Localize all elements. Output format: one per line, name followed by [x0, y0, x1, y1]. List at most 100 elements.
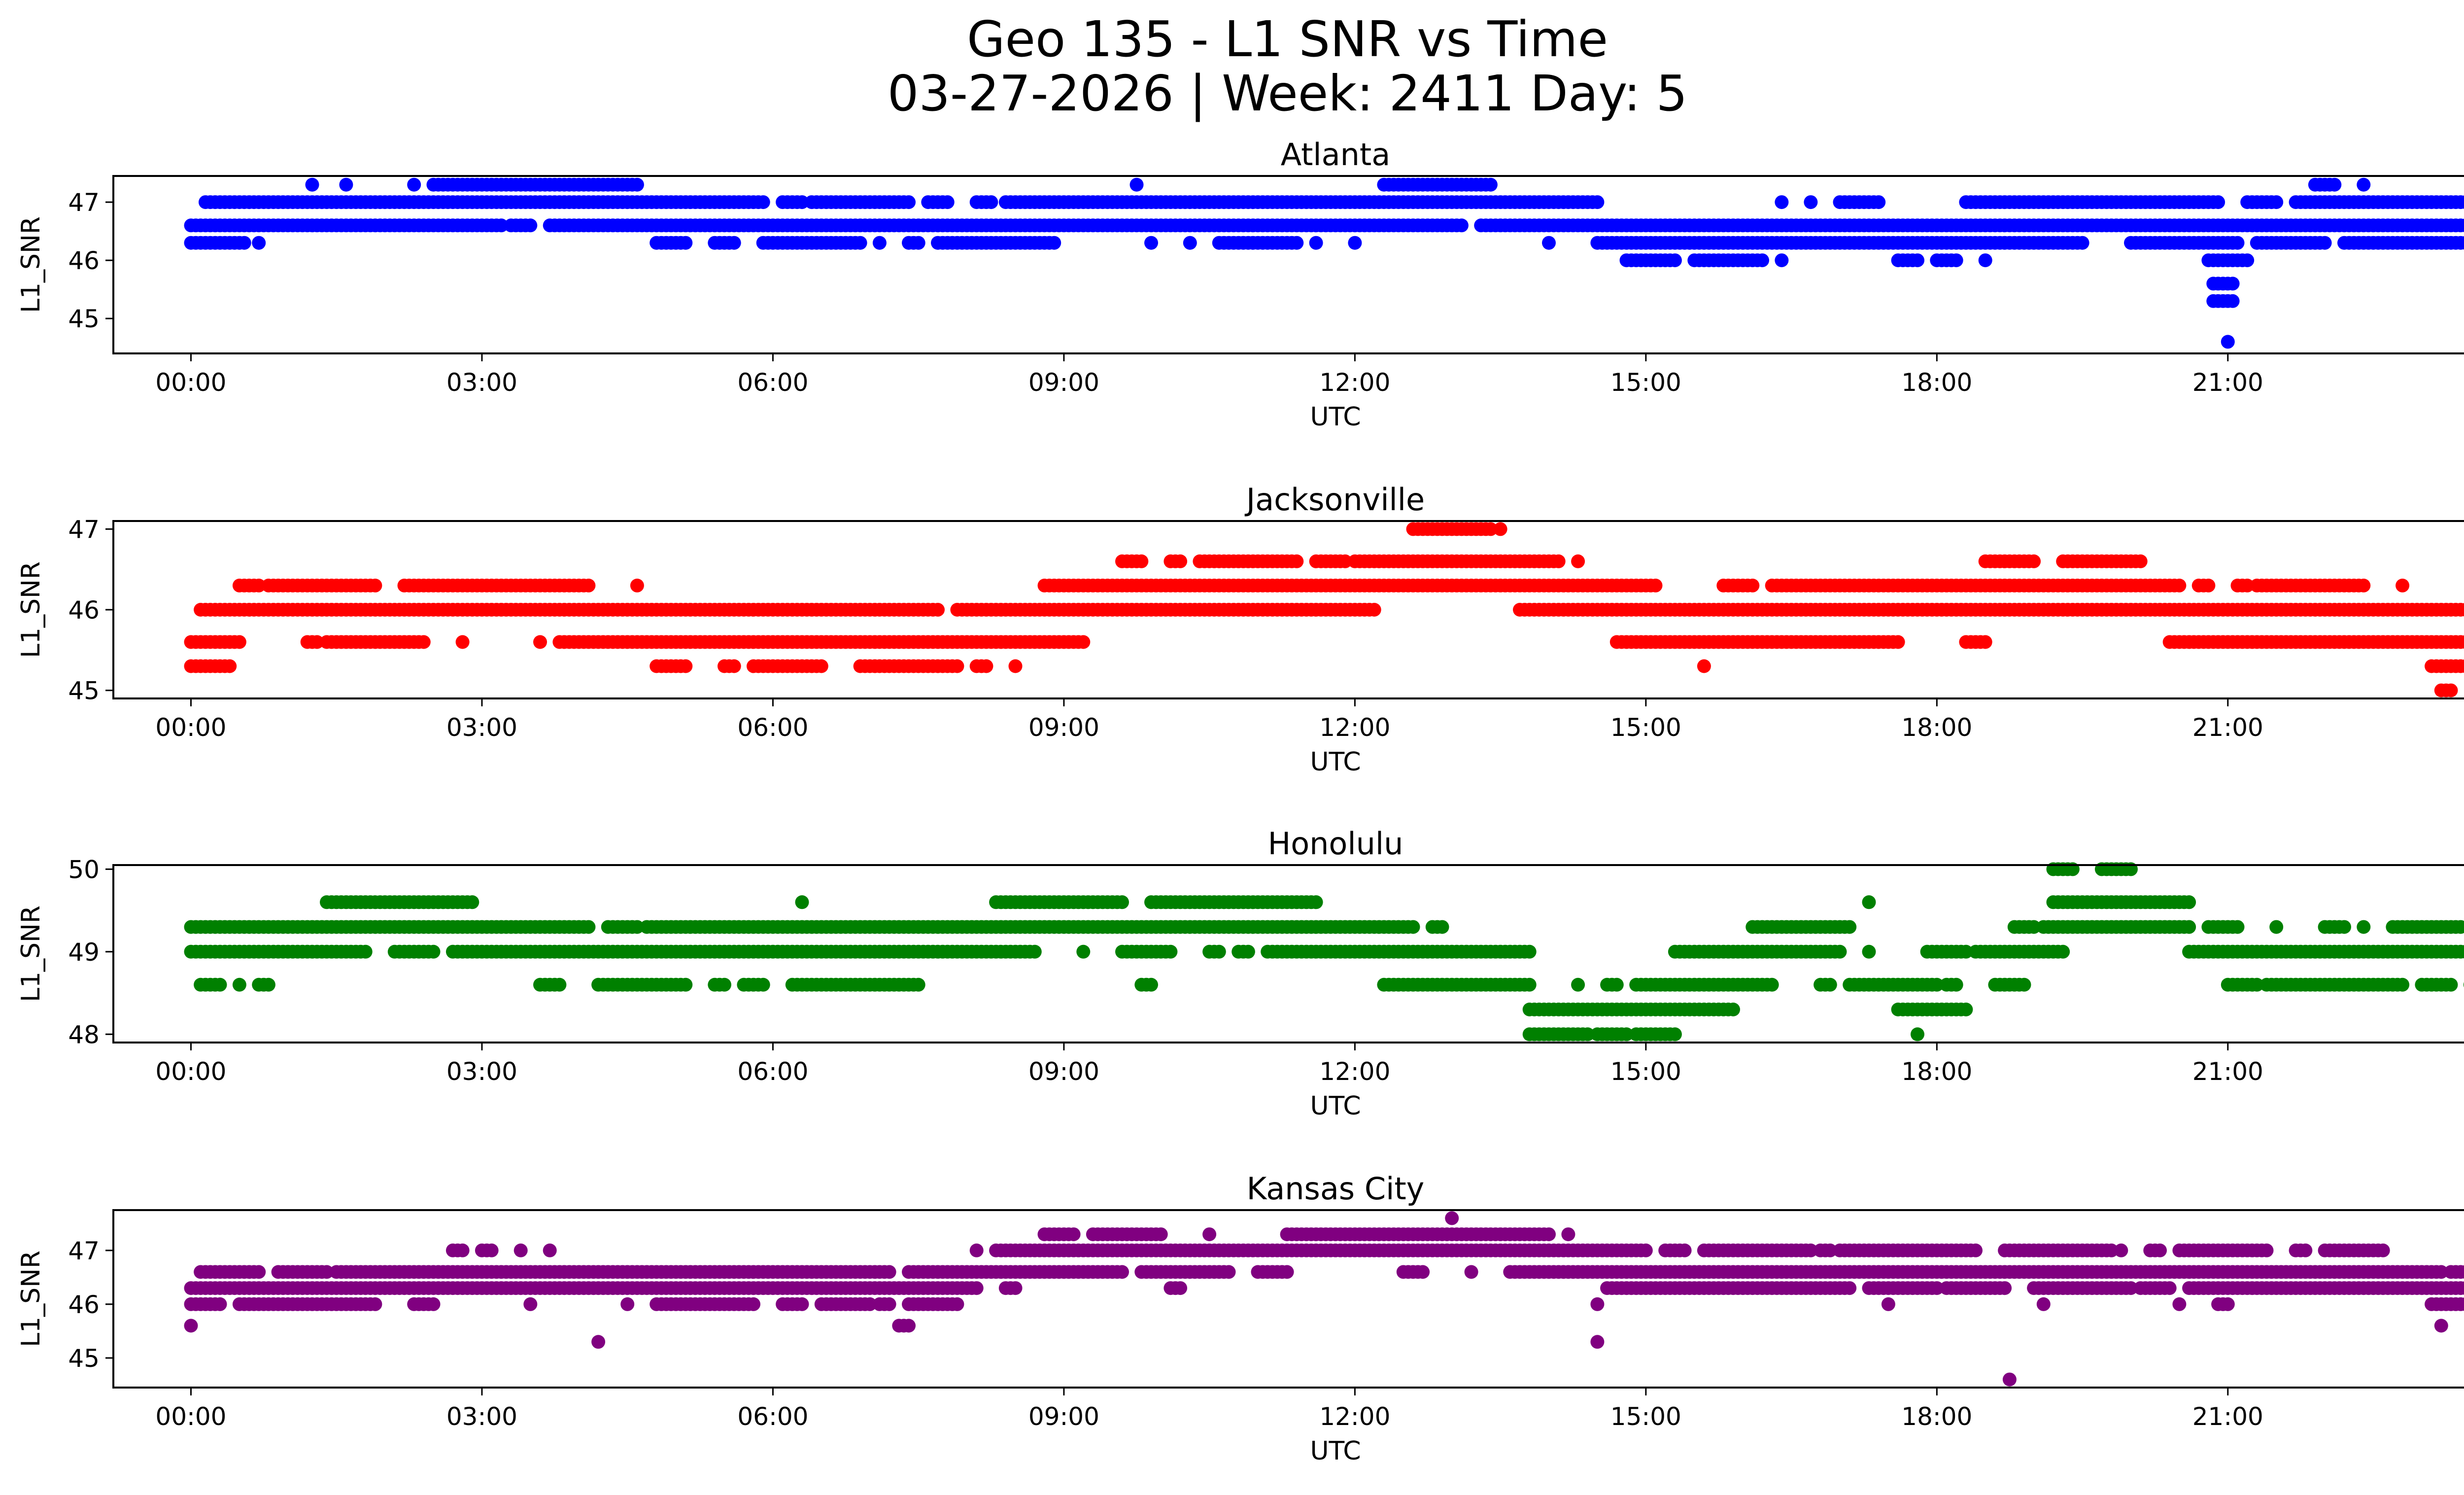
data-point — [1823, 1243, 1837, 1257]
data-point — [494, 218, 509, 233]
y-tick-label: 48 — [68, 1020, 100, 1049]
data-point — [2376, 1243, 2390, 1257]
data-point — [2396, 977, 2410, 992]
x-tick-label: 15:00 — [1610, 1057, 1681, 1086]
data-point — [1173, 554, 1188, 568]
data-point — [2182, 920, 2196, 934]
data-point — [237, 236, 251, 250]
data-point — [213, 977, 227, 992]
data-point — [252, 1265, 266, 1279]
data-point — [2444, 977, 2458, 992]
data-point — [2459, 1281, 2464, 1295]
data-point — [1445, 1211, 1459, 1225]
data-point — [1571, 977, 1585, 992]
data-point — [416, 635, 431, 649]
data-point — [1290, 236, 1304, 250]
data-point — [2318, 236, 2332, 250]
x-tick-label: 21:00 — [2192, 368, 2263, 397]
data-point — [1823, 977, 1837, 992]
data-point — [679, 659, 693, 673]
data-point — [1406, 920, 1420, 934]
data-point — [747, 1297, 760, 1311]
data-point — [2027, 554, 2041, 568]
data-point — [940, 195, 955, 209]
data-point — [1911, 253, 1924, 268]
data-point — [1522, 977, 1537, 992]
data-point — [2459, 218, 2464, 232]
data-point — [426, 1297, 441, 1311]
data-point — [320, 1265, 334, 1279]
x-tick-label: 09:00 — [1028, 1057, 1099, 1086]
data-point — [1619, 1027, 1634, 1042]
data-points — [184, 177, 2464, 349]
data-point — [1144, 236, 1158, 250]
data-point — [1580, 1027, 1595, 1042]
subplot-title: Kansas City — [1247, 1171, 1425, 1207]
data-point — [252, 236, 266, 250]
data-point — [882, 1297, 896, 1311]
data-point — [1911, 1027, 1924, 1042]
y-tick-label: 46 — [68, 246, 100, 275]
data-point — [950, 1297, 964, 1311]
data-point — [1134, 554, 1149, 568]
data-point — [1969, 1243, 1983, 1257]
data-point — [679, 977, 693, 992]
data-point — [1862, 944, 1876, 959]
y-tick-label: 50 — [68, 855, 100, 884]
data-point — [1804, 195, 1818, 209]
data-point — [1755, 253, 1769, 268]
data-point — [513, 1243, 528, 1257]
x-tick-label: 18:00 — [1901, 713, 1972, 742]
data-point — [232, 977, 246, 992]
axes-frame — [112, 864, 2464, 1043]
x-tick-label: 18:00 — [1901, 1057, 1972, 1086]
data-point — [1154, 1227, 1168, 1242]
data-point — [795, 895, 809, 909]
data-point — [1493, 522, 1507, 536]
data-point — [2211, 195, 2225, 209]
data-point — [1483, 177, 1498, 192]
data-point — [2027, 920, 2041, 934]
x-tick-label: 03:00 — [446, 713, 517, 742]
data-point — [465, 895, 479, 909]
data-point — [872, 236, 887, 250]
data-point — [1076, 944, 1091, 959]
data-point — [902, 195, 916, 209]
x-tick-label: 21:00 — [2192, 713, 2263, 742]
data-point — [1949, 253, 1963, 268]
data-point — [455, 635, 470, 649]
data-point — [1978, 253, 1992, 268]
x-tick-label: 15:00 — [1610, 713, 1681, 742]
data-point — [969, 1281, 984, 1295]
data-point — [979, 659, 993, 673]
data-point — [718, 977, 731, 992]
data-point — [1843, 1281, 1857, 1295]
data-point — [358, 944, 373, 959]
y-axis-label: L1_SNR — [16, 905, 46, 1002]
x-tick-label: 00:00 — [155, 1057, 226, 1086]
data-point — [1212, 944, 1226, 959]
x-tick-label: 03:00 — [446, 368, 517, 397]
data-point — [1561, 1227, 1575, 1242]
data-point — [1668, 1027, 1682, 1042]
data-point — [950, 659, 964, 673]
data-point — [727, 236, 741, 250]
data-point — [2454, 920, 2464, 934]
data-point — [2225, 277, 2240, 291]
data-point — [2230, 920, 2245, 934]
data-point — [795, 1297, 809, 1311]
data-point — [232, 635, 246, 649]
x-tick-label: 12:00 — [1319, 368, 1390, 397]
data-point — [2162, 1281, 2177, 1295]
x-tick-label: 00:00 — [155, 713, 226, 742]
data-point — [2124, 1281, 2138, 1295]
data-point — [1241, 944, 1255, 959]
data-point — [1454, 218, 1469, 233]
data-point — [1367, 603, 1381, 617]
x-tick-label: 15:00 — [1610, 368, 1681, 397]
